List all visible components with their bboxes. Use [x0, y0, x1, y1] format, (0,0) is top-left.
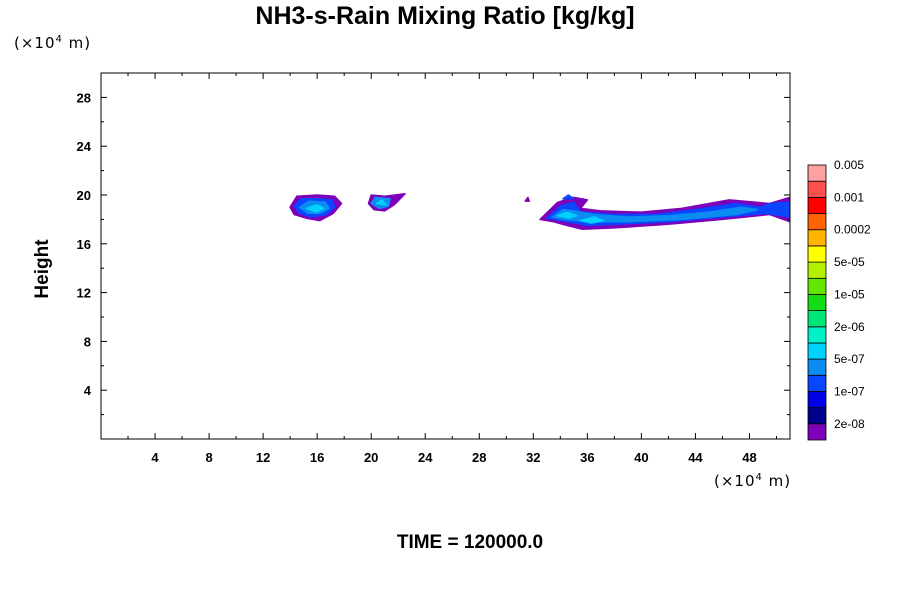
colorbar-swatch: [807, 342, 827, 360]
colorbar-label: 5e-07: [834, 352, 865, 366]
colorbar-label: 0.001: [834, 190, 864, 204]
colorbar-swatch: [807, 196, 827, 214]
y-tick-label: 16: [77, 237, 91, 252]
colorbar-label: 5e-05: [834, 255, 865, 269]
y-axis-unit: (×104 m): [14, 34, 92, 52]
colorbar-swatch: [807, 374, 827, 392]
data-region: [579, 216, 605, 224]
y-tick-label: 8: [84, 334, 91, 349]
data-region: [556, 211, 578, 219]
colorbar: 2e-08 1e-07 5e-07 2e-06 1e-05 5e-05 0.0002 0.00…: [807, 158, 871, 441]
y-tick-label: 20: [77, 188, 91, 203]
colorbar-label: 1e-05: [834, 287, 865, 301]
colorbar-label: 0.005: [834, 158, 864, 172]
colorbar-label: 0.0002: [834, 223, 871, 237]
colorbar-swatch: [807, 245, 827, 263]
colorbar-swatch: [807, 261, 827, 279]
x-tick-label: 44: [688, 450, 703, 465]
x-tick-label: 4: [151, 450, 159, 465]
colorbar-label: 2e-08: [834, 417, 865, 431]
x-tick-label: 32: [526, 450, 540, 465]
colorbar-swatch: [807, 310, 827, 328]
data-region: [524, 196, 531, 202]
colorbar-swatch: [807, 164, 827, 182]
x-tick-label: 20: [364, 450, 378, 465]
x-tick-label: 28: [472, 450, 486, 465]
colorbar-label: 2e-06: [834, 320, 865, 334]
colorbar-swatch: [807, 229, 827, 247]
data-region: [375, 199, 387, 206]
time-label: TIME = 120000.0: [396, 532, 544, 553]
x-tick-label: 24: [418, 450, 433, 465]
colorbar-swatch: [807, 358, 827, 376]
x-tick-label: 8: [205, 450, 212, 465]
x-axis-unit: (×104 m): [714, 472, 792, 490]
data-regions: [289, 193, 790, 230]
x-tick-label: 48: [742, 450, 756, 465]
colorbar-swatch: [807, 277, 827, 295]
y-tick-label: 24: [77, 139, 92, 154]
colorbar-swatch: [807, 391, 827, 409]
y-tick-label: 4: [84, 383, 92, 398]
colorbar-label: 1e-07: [834, 385, 865, 399]
x-tick-label: 40: [634, 450, 648, 465]
colorbar-swatch: [807, 326, 827, 344]
plot-frame: [100, 72, 791, 440]
colorbar-swatch: [807, 180, 827, 198]
colorbar-swatch: [807, 423, 827, 441]
data-region: [305, 204, 325, 213]
x-tick-label: 16: [310, 450, 324, 465]
colorbar-swatch: [807, 407, 827, 425]
y-tick-label: 28: [77, 90, 91, 105]
x-tick-label: 12: [256, 450, 270, 465]
chart-title: NH3-s-Rain Mixing Ratio [kg/kg]: [255, 2, 635, 30]
colorbar-swatch: [807, 213, 827, 231]
y-tick-label: 12: [77, 286, 91, 301]
data-region: [562, 194, 575, 200]
colorbar-swatch: [807, 293, 827, 311]
x-tick-label: 36: [580, 450, 594, 465]
